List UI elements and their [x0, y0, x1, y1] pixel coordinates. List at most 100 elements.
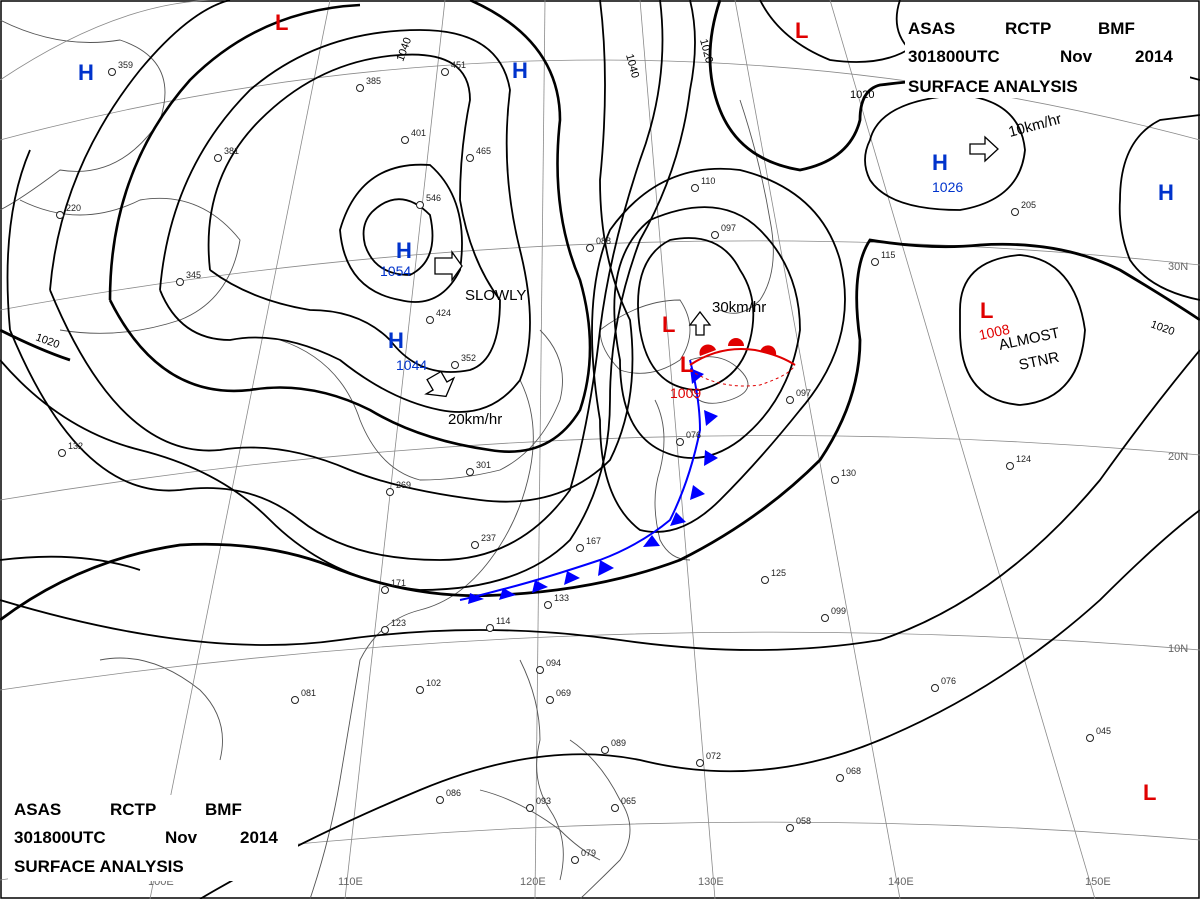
station-pressure-value: 133	[554, 593, 569, 603]
station-pressure-value: 093	[536, 796, 551, 806]
station-pressure-value: 099	[831, 606, 846, 616]
latitude-label: 10N	[1168, 643, 1188, 655]
motion-label: SLOWLY	[465, 287, 526, 304]
station-circle	[536, 666, 544, 674]
high-pressure-marker: H	[78, 60, 94, 85]
station-circle	[356, 84, 364, 92]
station-pressure-value: 125	[771, 568, 786, 578]
station-pressure-value: 072	[706, 751, 721, 761]
station-pressure-value: 465	[476, 146, 491, 156]
parallel-line	[0, 59, 1200, 141]
station-pressure-value: 385	[366, 76, 381, 86]
pressure-values: 1054 1044 1026 1009 1008	[380, 179, 1011, 401]
pressure-value: 1009	[670, 385, 701, 401]
station-pressure-value: 167	[586, 536, 601, 546]
station-circle	[786, 824, 794, 832]
footer-background	[8, 795, 298, 881]
station-circle	[696, 759, 704, 767]
footer-subtitle: SURFACE ANALYSIS	[14, 857, 184, 876]
station-pressure-value: 081	[301, 688, 316, 698]
station-pressure-value: 381	[224, 146, 239, 156]
station-pressure-value: 123	[391, 618, 406, 628]
longitude-label: 140E	[888, 876, 914, 888]
station-circle	[821, 614, 829, 622]
station-circle	[436, 796, 444, 804]
meridian-line	[149, 0, 331, 899]
longitude-label: 120E	[520, 876, 546, 888]
station-pressure-value: 089	[611, 738, 626, 748]
station-circle	[381, 626, 389, 634]
station-pressure-value: 097	[721, 223, 736, 233]
meridian-line	[639, 0, 716, 899]
arrow-icon	[434, 249, 463, 283]
station-pressure-value: 094	[546, 658, 561, 668]
station-circle	[401, 136, 409, 144]
footer-code: BMF	[205, 800, 242, 819]
parallel-line	[0, 631, 1200, 691]
low-pressure-marker: L	[275, 10, 288, 35]
meridian-line	[734, 0, 901, 899]
high-pressure-marker: H	[396, 238, 412, 263]
meridian-line	[0, 0, 221, 81]
station-circle	[676, 438, 684, 446]
footer-agency: ASAS	[14, 800, 61, 819]
station-pressure-value: 068	[846, 766, 861, 776]
parallel-line	[0, 240, 1200, 311]
station-pressure-value: 045	[1096, 726, 1111, 736]
station-pressure-value: 086	[446, 788, 461, 798]
meridian-line	[534, 0, 546, 899]
low-pressure-marker: L	[1143, 780, 1156, 805]
pressure-systems: L L H H H H H H L L L L	[78, 10, 1174, 805]
station-circle	[386, 488, 394, 496]
station-circle	[416, 686, 424, 694]
station-circle	[486, 624, 494, 632]
pressure-value: 1054	[380, 263, 411, 279]
fronts	[459, 338, 796, 604]
station-pressure-value: 069	[556, 688, 571, 698]
low-pressure-marker: L	[980, 298, 993, 323]
high-pressure-marker: H	[388, 328, 404, 353]
motion-label: STNR	[1017, 349, 1061, 374]
isobar-label: 1020	[697, 38, 715, 65]
station-pressure-value: 130	[841, 468, 856, 478]
station-pressure-value: 115	[881, 250, 895, 260]
station-circle	[586, 244, 594, 252]
high-pressure-marker: H	[932, 150, 948, 175]
station-pressure-value: 546	[426, 193, 441, 203]
high-pressure-marker: H	[1158, 180, 1174, 205]
longitude-label: 110E	[338, 876, 363, 888]
header-year: 2014	[1135, 47, 1173, 66]
station-pressure-value: 079	[581, 848, 596, 858]
footer-month: Nov	[165, 828, 198, 847]
arrow-icon	[969, 135, 999, 163]
station-circle	[214, 154, 222, 162]
motion-label: 20km/hr	[448, 411, 502, 428]
arrow-icon	[688, 310, 712, 336]
station-circle	[1006, 462, 1014, 470]
occluded-front-line	[689, 364, 796, 387]
station-circle	[108, 68, 116, 76]
high-pressure-marker: H	[512, 58, 528, 83]
motion-label: 30km/hr	[712, 299, 766, 316]
header-subtitle: SURFACE ANALYSIS	[908, 77, 1078, 96]
station-pressure-value: 352	[461, 353, 476, 363]
meridian-line	[344, 0, 446, 899]
meridian-line	[829, 0, 1096, 899]
station-circle	[761, 576, 769, 584]
station-circle	[426, 316, 434, 324]
station-pressure-value: 424	[436, 308, 451, 318]
station-pressure-value: 301	[476, 460, 491, 470]
station-plots: 359 345 381 220 451 385 401 465 546 424 352 301 269 2…	[56, 60, 1111, 864]
station-circle	[466, 468, 474, 476]
station-circle	[931, 684, 939, 692]
station-pressure-value: 269	[396, 480, 411, 490]
header-code: BMF	[1098, 19, 1135, 38]
station-circle	[831, 476, 839, 484]
station-pressure-value: 076	[941, 676, 956, 686]
station-circle	[836, 774, 844, 782]
station-circle	[58, 449, 66, 457]
cold-front-line	[459, 359, 702, 601]
station-pressure-value: 171	[391, 578, 406, 588]
